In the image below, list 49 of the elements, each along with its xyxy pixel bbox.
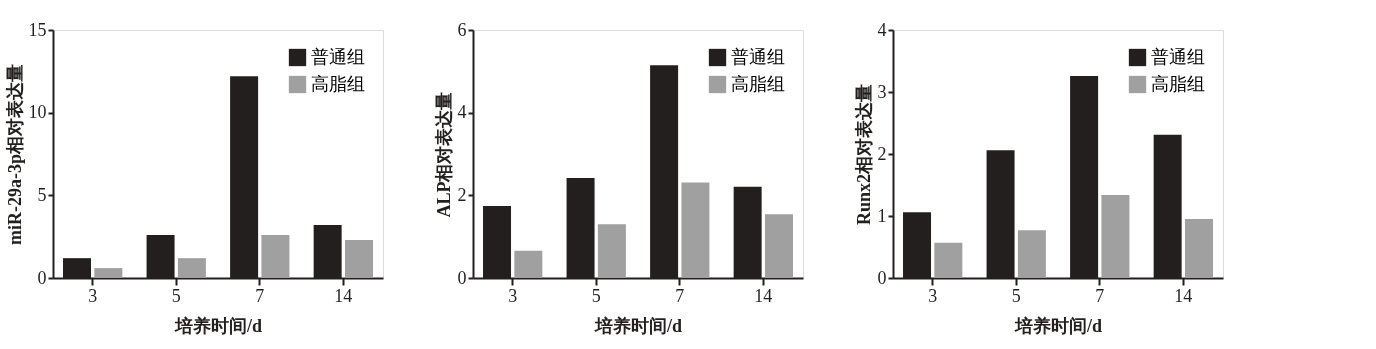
- x-tick-label: 7: [1095, 285, 1105, 306]
- bar: [177, 258, 206, 278]
- y-tick-label: 3: [877, 81, 887, 102]
- bar: [1184, 219, 1213, 278]
- bar: [514, 250, 543, 278]
- y-axis-title: Runx2相对表达量: [853, 83, 874, 226]
- y-axis-title: ALP相对表达量: [433, 91, 454, 218]
- x-tick-label: 14: [1174, 285, 1193, 306]
- x-tick-label: 5: [171, 285, 181, 306]
- bar: [261, 235, 290, 278]
- y-tick-label: 15: [28, 19, 47, 40]
- bar: [681, 182, 710, 278]
- bar: [764, 214, 793, 278]
- x-tick-label: 14: [754, 285, 773, 306]
- x-axis-title: 培养时间/d: [593, 315, 683, 336]
- bar: [344, 239, 373, 278]
- legend-label: 普通组: [311, 46, 365, 67]
- x-tick-label: 3: [88, 285, 98, 306]
- x-tick-label: 5: [1011, 285, 1021, 306]
- x-tick-label: 7: [675, 285, 685, 306]
- legend-label: 普通组: [1151, 46, 1205, 67]
- y-tick-label: 2: [457, 184, 467, 205]
- legend-label: 高脂组: [311, 73, 365, 94]
- legend-label: 普通组: [731, 46, 785, 67]
- y-tick-label: 5: [37, 184, 47, 205]
- y-tick-label: 2: [877, 143, 887, 164]
- y-tick-label: 4: [877, 19, 887, 40]
- y-tick-label: 4: [457, 102, 467, 123]
- y-tick-label: 0: [37, 267, 47, 288]
- x-tick-label: 14: [334, 285, 353, 306]
- bar: [94, 268, 123, 278]
- bar: [1017, 230, 1046, 278]
- x-tick-label: 3: [508, 285, 518, 306]
- x-axis-title: 培养时间/d: [1013, 315, 1103, 336]
- y-axis-title: miR-29a-3p相对表达量: [4, 64, 25, 245]
- bar: [934, 242, 963, 278]
- bar: [597, 224, 626, 278]
- x-tick-label: 7: [255, 285, 265, 306]
- legend-label: 高脂组: [1151, 73, 1205, 94]
- bar: [1101, 194, 1130, 278]
- y-tick-label: 1: [877, 205, 887, 226]
- y-tick-label: 10: [28, 102, 47, 123]
- y-tick-label: 0: [457, 267, 467, 288]
- y-tick-label: 0: [877, 267, 887, 288]
- legend-label: 高脂组: [731, 73, 785, 94]
- y-tick-label: 6: [457, 19, 467, 40]
- x-axis-title: 培养时间/d: [173, 315, 263, 336]
- x-tick-label: 3: [928, 285, 938, 306]
- x-tick-label: 5: [591, 285, 601, 306]
